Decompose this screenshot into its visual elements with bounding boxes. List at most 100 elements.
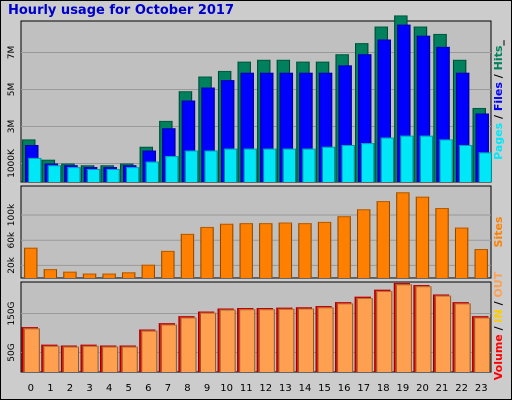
- middle-bar-sites: [376, 201, 390, 278]
- middle-y-tick-label: 100k: [7, 203, 17, 226]
- top-bar-pages: [478, 152, 492, 182]
- bottom-bar-out: [337, 303, 354, 372]
- middle-bar-sites: [102, 273, 116, 278]
- bottom-y-tick-label: 50G: [7, 343, 17, 361]
- top-bar-pages: [204, 150, 218, 182]
- bottom-bar-out: [317, 307, 334, 372]
- bottom-label-part: /: [492, 298, 505, 310]
- x-axis-ticks: 0 1 2 3 4 5 6 7 8 9 10 11 12 13 14 15 16 17 18 19 20 21 22 23: [28, 383, 488, 394]
- bottom-bar-out: [121, 346, 138, 372]
- middle-bar-sites: [415, 196, 430, 278]
- top-label-part: /: [492, 111, 505, 123]
- x-tick-label: 21: [436, 383, 449, 394]
- middle-bar-sites: [200, 226, 214, 278]
- top-y-tick-label: 1000K: [7, 148, 17, 178]
- bottom-label-part: Volume: [492, 334, 505, 380]
- bottom-bar-out: [141, 330, 158, 372]
- x-tick-label: 6: [145, 383, 151, 394]
- top-y-tick-label: 5M: [7, 83, 17, 97]
- middle-bar-sites: [63, 271, 77, 278]
- top-bar-pages: [67, 167, 81, 182]
- top-bar-pages: [419, 135, 434, 182]
- middle-bar-sites: [239, 223, 253, 278]
- middle-bar-sites: [141, 264, 155, 278]
- middle-panel-side-label: Sites: [492, 216, 505, 247]
- top-label-part: Hits: [492, 45, 505, 70]
- top-bar-pages: [282, 148, 297, 182]
- top-label-part: Pages: [492, 122, 505, 160]
- x-tick-label: 17: [357, 383, 370, 394]
- top-bar-pages: [126, 167, 140, 182]
- bottom-bar-out: [200, 312, 217, 372]
- bottom-label-part: IN: [492, 309, 505, 322]
- middle-bar-sites: [43, 269, 58, 278]
- top-bar-pages: [439, 139, 453, 182]
- bottom-bar-out: [82, 345, 99, 372]
- bottom-bar-out: [356, 297, 373, 372]
- top-label-part: /: [492, 70, 505, 82]
- top-bar-pages: [361, 143, 375, 182]
- top-bar-pages: [86, 169, 101, 182]
- top-y-tick-label: 3M: [7, 120, 17, 134]
- top-label-part: Files: [492, 82, 505, 112]
- bottom-bar-out: [376, 290, 393, 372]
- middle-bar-sites: [454, 227, 469, 278]
- top-bar-pages: [458, 144, 473, 182]
- bottom-bar-out: [454, 303, 471, 372]
- x-tick-label: 3: [86, 383, 92, 394]
- top-bar-pages: [400, 135, 414, 182]
- bottom-bar-out: [102, 346, 119, 372]
- middle-bar-sites: [259, 223, 273, 278]
- middle-bar-sites: [396, 192, 410, 278]
- x-tick-label: 9: [204, 383, 210, 394]
- top-label-part: _: [492, 40, 505, 46]
- x-tick-label: 19: [397, 383, 410, 394]
- bottom-panel-side-label: Volume / IN / OUT: [492, 271, 505, 380]
- top-bar-pages: [106, 169, 120, 182]
- x-tick-label: 1: [47, 383, 53, 394]
- x-tick-label: 15: [318, 383, 331, 394]
- top-panel-side-label: Pages / Files / Hits_: [492, 40, 505, 160]
- bottom-bar-out: [43, 345, 60, 372]
- middle-bar-sites: [357, 209, 371, 278]
- x-tick-label: 5: [126, 383, 132, 394]
- top-bar-pages: [321, 146, 336, 182]
- middle-bar-sites: [474, 249, 488, 278]
- top-bar-pages: [28, 157, 42, 182]
- top-bar-pages: [223, 148, 238, 182]
- top-y-tick-label: 7M: [7, 46, 17, 60]
- middle-bar-sites: [278, 222, 293, 278]
- top-bar-pages: [243, 148, 257, 182]
- middle-bar-sites: [337, 216, 351, 278]
- middle-bar-sites: [122, 272, 136, 278]
- x-tick-label: 10: [220, 383, 233, 394]
- chart-panels: 1000K 3M 5M 7M 20k 60k 100k 50G 150G: [7, 15, 492, 373]
- bottom-bar-out: [160, 324, 177, 372]
- bottom-bar-out: [258, 309, 275, 372]
- x-tick-label: 7: [165, 383, 171, 394]
- bottom-bar-out: [239, 309, 256, 372]
- bottom-bar-out: [297, 308, 314, 372]
- middle-bar-sites: [82, 273, 97, 278]
- x-tick-label: 14: [299, 383, 312, 394]
- x-tick-label: 8: [184, 383, 190, 394]
- top-bar-pages: [184, 150, 199, 182]
- middle-bar-sites: [317, 221, 332, 278]
- x-tick-label: 18: [377, 383, 390, 394]
- middle-bar-sites: [180, 233, 195, 278]
- middle-bar-sites: [298, 223, 312, 278]
- x-tick-label: 13: [279, 383, 292, 394]
- bottom-bar-out: [435, 295, 452, 372]
- bottom-label-part: /: [492, 323, 505, 335]
- x-tick-label: 0: [28, 383, 34, 394]
- top-bar-pages: [165, 156, 179, 182]
- bottom-bar-out: [180, 317, 197, 372]
- bottom-y-tick-label: 150G: [7, 301, 17, 325]
- x-tick-label: 22: [455, 383, 468, 394]
- chart-title: Hourly usage for October 2017: [8, 3, 235, 18]
- top-bar-pages: [341, 144, 355, 182]
- x-tick-label: 23: [475, 383, 488, 394]
- bottom-bar-out: [474, 317, 491, 372]
- top-bar-pages: [380, 137, 394, 182]
